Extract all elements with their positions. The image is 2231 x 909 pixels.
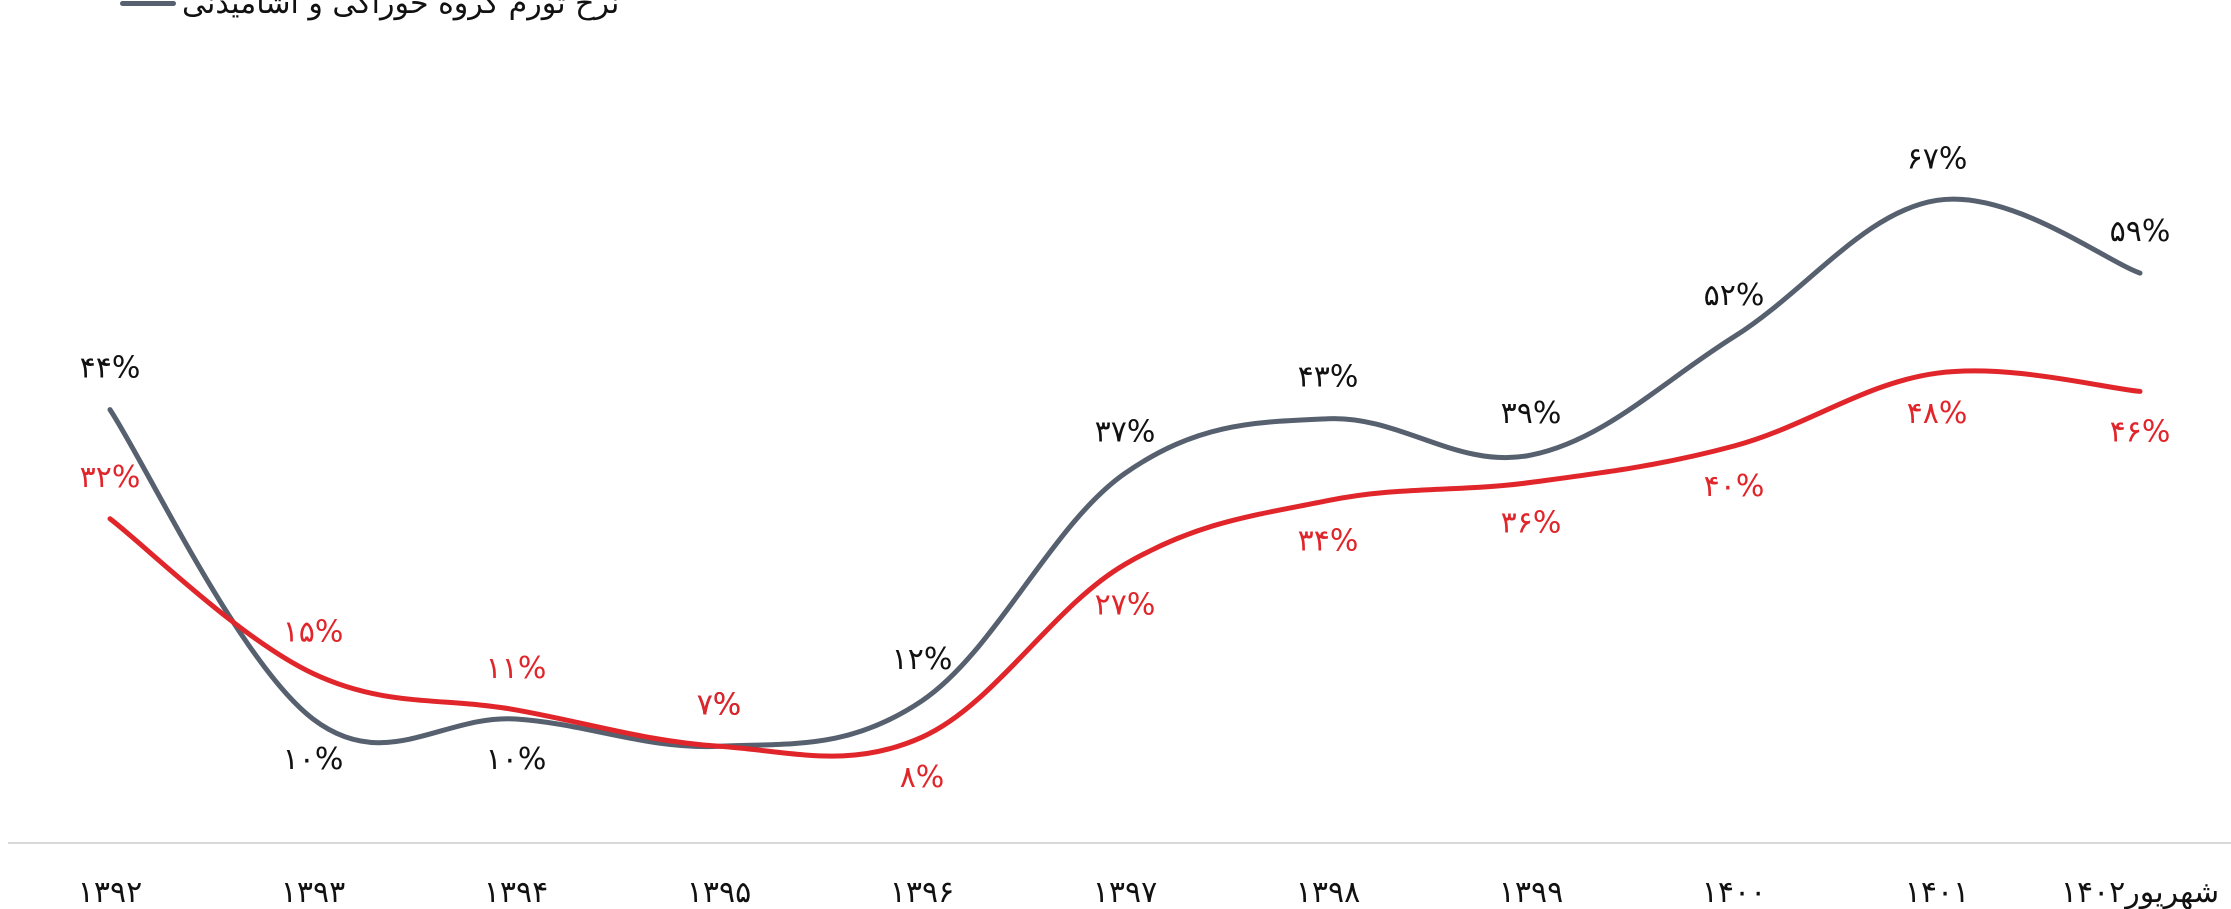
legend-swatch — [120, 0, 176, 6]
data-label: ۱۰% — [283, 742, 344, 777]
data-label: ۱۲% — [892, 642, 953, 677]
data-label: ۷% — [697, 687, 742, 722]
x-tick-label: ۱۴۰۱ — [1905, 875, 1969, 909]
data-label: ۲۷% — [1095, 587, 1156, 622]
data-label: ۶۷% — [1907, 141, 1968, 176]
data-label: ۱۵% — [283, 615, 344, 650]
x-tick-label: شهریور۱۴۰۲ — [2061, 875, 2219, 909]
x-tick-label: ۱۳۹۹ — [1499, 875, 1563, 909]
x-tick-label: ۱۳۹۷ — [1093, 875, 1157, 909]
data-label: ۵۹% — [2110, 214, 2171, 249]
data-label: ۳۲% — [80, 460, 141, 495]
data-label: ۳۹% — [1501, 396, 1562, 431]
series-line-0 — [107, 196, 2143, 750]
x-tick-layer: ۱۳۹۲ ۱۳۹۳ ۱۳۹۴ ۱۳۹۵ ۱۳۹۶ ۱۳۹۷ ۱۳۹۸ ۱۳۹۹ ۱۴۰۰ ۱۴۰۱… — [78, 875, 2219, 909]
legend-label: نرخ تورم گروه خوراکی و آشامیدنی — [182, 0, 620, 21]
x-tick-label: ۱۳۹۳ — [281, 875, 345, 909]
x-tick-label: ۱۳۹۵ — [687, 875, 751, 909]
legend: نرخ تورم گروه خوراکی و آشامیدنی — [120, 0, 620, 21]
series-layer — [107, 196, 2143, 759]
data-label: ۱۱% — [486, 651, 547, 686]
data-label: ۴۳% — [1298, 360, 1359, 395]
data-label: ۱۰% — [486, 742, 547, 777]
data-label: ۳۶% — [1501, 505, 1562, 540]
x-tick-label: ۱۴۰۰ — [1702, 875, 1766, 909]
data-label-layer: ۴۴% ۱۰% ۱۰% ۷% ۱۲% ۳۷% ۴۳% ۳۹% ۵۲% ۶۷% ۵۹% ۳۲% ۱۵% ۱۱… — [80, 141, 2171, 795]
data-label: ۵۲% — [1704, 278, 1765, 313]
data-label: ۴۸% — [1907, 396, 1968, 431]
x-tick-label: ۱۳۹۶ — [890, 875, 954, 909]
data-label: ۳۷% — [1095, 414, 1156, 449]
x-tick-label: ۱۳۹۴ — [484, 875, 548, 909]
data-label: ۴۰% — [1704, 469, 1765, 504]
data-label: ۸% — [900, 760, 945, 795]
data-label: ۷% — [697, 687, 742, 722]
data-label: ۴۶% — [2110, 414, 2171, 449]
x-tick-label: ۱۳۹۲ — [78, 875, 142, 909]
data-label: ۳۴% — [1298, 524, 1359, 559]
data-label: ۴۴% — [80, 351, 141, 386]
x-tick-label: ۱۳۹۸ — [1296, 875, 1360, 909]
series-line-1 — [107, 368, 2143, 759]
